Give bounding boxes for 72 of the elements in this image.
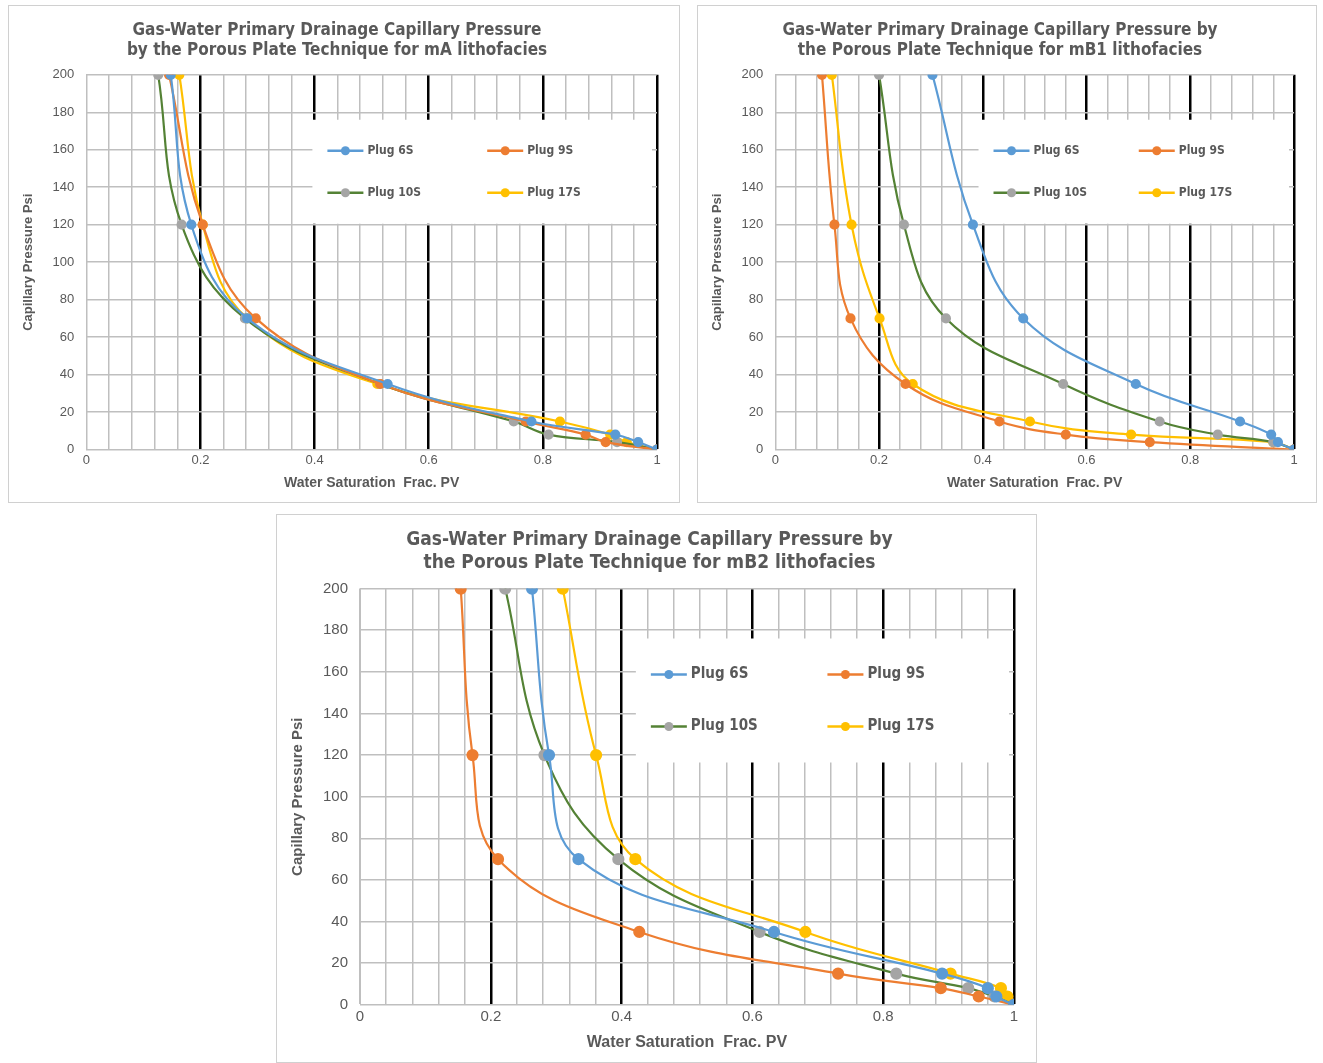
x-tick-label: 1	[653, 451, 661, 467]
y-tick-label: 200	[741, 66, 764, 82]
x-tick-label: 0.6	[419, 451, 438, 467]
x-tick-label: 0.4	[611, 1006, 633, 1024]
legend-label: Plug 9S	[1178, 142, 1225, 157]
y-tick-label: 60	[331, 870, 349, 888]
legend-label: Plug 6S	[367, 142, 414, 157]
y-tick-label: 180	[52, 103, 75, 119]
y-tick-label: 160	[323, 661, 349, 679]
legend-label: Plug 6S	[1033, 142, 1080, 157]
legend-label: Plug 17S	[867, 716, 935, 735]
y-tick-label: 20	[748, 403, 764, 419]
y-tick-label: 180	[741, 103, 764, 119]
y-tick-label: 0	[339, 994, 349, 1012]
x-axis-title: Water Saturation Frac. PV	[946, 474, 1123, 491]
x-tick-label: 1	[1290, 451, 1298, 467]
y-tick-label: 60	[748, 328, 764, 344]
y-tick-label: 60	[59, 328, 75, 344]
x-axis-title: Water Saturation Frac. PV	[283, 474, 460, 491]
legend-label: Plug 10S	[1033, 184, 1088, 199]
y-tick-label: 80	[331, 828, 349, 846]
y-tick-label: 160	[52, 141, 75, 157]
x-tick-label: 0.8	[533, 451, 552, 467]
y-axis-title: Capillary Pressure Psi	[709, 193, 725, 331]
y-tick-label: 140	[741, 178, 764, 194]
x-tick-label: 0.6	[741, 1006, 763, 1024]
x-tick-label: 0.8	[1181, 451, 1200, 467]
x-tick-label: 0.8	[872, 1006, 894, 1024]
y-tick-label: 40	[748, 366, 764, 382]
y-tick-label: 80	[748, 291, 764, 307]
x-tick-label: 0.2	[191, 451, 210, 467]
legend-label: Plug 6S	[690, 664, 749, 683]
y-tick-label: 200	[52, 66, 75, 82]
legend-label: Plug 17S	[1178, 184, 1233, 199]
legend-label: Plug 10S	[690, 716, 758, 735]
chart-title: Gas-Water Primary Drainage Capillary Pressure by the Porous Plate Technique for mB1 lithofacies	[782, 18, 1218, 60]
x-tick-label: 0.4	[305, 451, 324, 467]
y-tick-label: 40	[331, 911, 349, 929]
x-axis-title: Water Saturation Frac. PV	[586, 1032, 788, 1050]
y-tick-label: 0	[67, 441, 75, 457]
x-tick-label: 0.2	[869, 451, 889, 467]
y-tick-label: 20	[331, 953, 349, 971]
chart-title: Gas-Water Primary Drainage Capillary Pressure by the Porous Plate Technique for mA lithofacies	[126, 18, 548, 60]
y-tick-label: 120	[741, 216, 764, 232]
y-tick-label: 120	[52, 216, 75, 232]
chart-title: Gas-Water Primary Drainage Capillary Pressure by the Porous Plate Technique for mB2 lithofacies	[406, 527, 893, 573]
x-tick-label: 0.2	[480, 1006, 502, 1024]
y-tick-label: 160	[741, 141, 764, 157]
y-tick-label: 140	[323, 703, 349, 721]
legend-label: Plug 9S	[527, 142, 574, 157]
y-tick-label: 100	[323, 786, 349, 804]
y-tick-label: 100	[52, 253, 75, 269]
x-tick-label: 0.6	[1077, 451, 1096, 467]
x-tick-label: 0.4	[973, 451, 992, 467]
y-tick-label: 40	[59, 366, 75, 382]
x-tick-label: 0	[82, 451, 90, 467]
x-tick-label: 0	[771, 451, 779, 467]
y-tick-label: 20	[59, 403, 75, 419]
legend-label: Plug 17S	[527, 184, 581, 199]
legend-label: Plug 10S	[367, 184, 421, 199]
x-tick-label: 0	[355, 1006, 365, 1024]
y-tick-label: 140	[52, 178, 75, 194]
legend-label: Plug 9S	[867, 664, 926, 683]
y-axis-title: Capillary Pressure Psi	[288, 717, 306, 876]
y-tick-label: 80	[59, 291, 75, 307]
y-tick-label: 200	[323, 578, 349, 596]
y-tick-label: 180	[323, 620, 349, 638]
x-tick-label: 1	[1009, 1006, 1019, 1024]
y-tick-label: 0	[756, 441, 764, 457]
y-axis-title: Capillary Pressure Psi	[20, 193, 36, 331]
y-tick-label: 120	[323, 745, 349, 763]
y-tick-label: 100	[741, 253, 764, 269]
